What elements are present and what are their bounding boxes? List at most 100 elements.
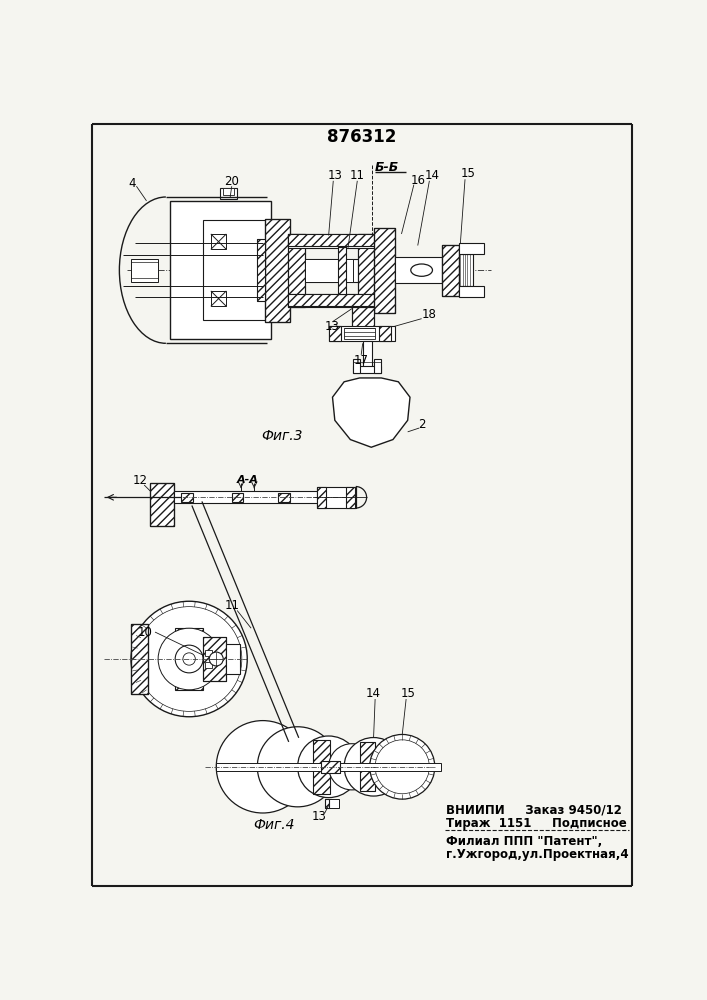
Text: Тираж  1151     Подписное: Тираж 1151 Подписное	[446, 817, 627, 830]
Text: 15: 15	[461, 167, 476, 180]
Text: 10: 10	[138, 626, 153, 639]
Bar	[265, 219, 290, 322]
Bar	[442, 245, 459, 296]
Text: А-А: А-А	[236, 475, 258, 485]
Bar	[374, 359, 380, 373]
Bar	[216, 763, 441, 771]
Text: 20: 20	[224, 175, 239, 188]
Bar	[358, 234, 375, 307]
Bar	[352, 307, 373, 336]
Bar	[288, 234, 375, 248]
Bar	[265, 219, 290, 322]
Circle shape	[131, 601, 247, 717]
Bar	[174, 491, 321, 503]
Bar	[338, 247, 346, 294]
Bar	[131, 624, 148, 694]
Bar	[175, 628, 203, 690]
Circle shape	[370, 734, 435, 799]
Bar	[288, 294, 375, 306]
Text: 18: 18	[421, 308, 436, 321]
Bar	[232, 493, 243, 502]
Bar	[220, 188, 237, 199]
Bar	[379, 326, 392, 341]
Bar	[338, 247, 346, 294]
Bar	[459, 243, 484, 254]
Bar	[321, 761, 340, 773]
Text: 13: 13	[312, 810, 327, 823]
Text: 13: 13	[327, 169, 342, 182]
Bar	[257, 239, 265, 301]
Text: Филиал ППП "Патент",: Филиал ППП "Патент",	[446, 835, 602, 848]
Bar	[373, 228, 395, 313]
Bar	[325, 799, 339, 808]
Text: 14: 14	[366, 687, 381, 700]
Bar	[151, 483, 174, 526]
Text: г.Ужгород,ул.Проектная,4: г.Ужгород,ул.Проектная,4	[446, 848, 629, 861]
Circle shape	[209, 652, 223, 666]
Text: 876312: 876312	[327, 128, 397, 146]
Bar	[442, 245, 459, 296]
Bar	[131, 259, 158, 282]
Bar	[203, 637, 226, 681]
Bar	[305, 259, 354, 282]
Bar	[211, 291, 226, 306]
Bar	[288, 294, 375, 307]
Text: Фиг.4: Фиг.4	[254, 818, 295, 832]
Circle shape	[298, 736, 360, 798]
Bar	[459, 254, 473, 286]
Bar	[354, 359, 360, 373]
Bar	[346, 487, 355, 508]
Bar	[459, 286, 484, 297]
Bar	[223, 188, 234, 195]
Circle shape	[329, 744, 375, 790]
Bar	[204, 650, 212, 656]
Bar	[170, 201, 271, 339]
Bar	[279, 493, 290, 502]
Bar	[203, 220, 271, 320]
Bar	[182, 493, 193, 502]
Bar	[329, 326, 395, 341]
Text: 15: 15	[400, 687, 415, 700]
Bar	[131, 624, 148, 694]
Text: 4: 4	[129, 177, 136, 190]
Text: 2: 2	[418, 418, 426, 431]
Text: 11: 11	[224, 599, 239, 612]
Circle shape	[136, 607, 242, 711]
Bar	[395, 257, 442, 283]
Bar	[257, 239, 265, 301]
Bar	[325, 799, 329, 808]
Bar	[344, 328, 375, 339]
Bar	[354, 366, 380, 373]
Text: 17: 17	[354, 354, 368, 367]
Bar	[317, 487, 356, 508]
Circle shape	[158, 628, 220, 690]
Bar	[352, 307, 373, 336]
Ellipse shape	[411, 264, 433, 276]
Text: 14: 14	[425, 169, 440, 182]
Bar	[321, 761, 340, 773]
Bar	[358, 234, 375, 307]
Bar	[151, 483, 174, 526]
Bar	[204, 662, 212, 668]
Bar	[363, 341, 372, 368]
Bar	[317, 487, 327, 508]
Circle shape	[175, 645, 203, 673]
Bar	[288, 259, 432, 282]
Circle shape	[257, 727, 338, 807]
Bar	[288, 234, 305, 307]
Bar	[360, 742, 375, 791]
Bar	[329, 326, 341, 341]
Text: Б-Б: Б-Б	[375, 161, 399, 174]
Bar	[203, 637, 226, 681]
Text: ВНИИПИ     Заказ 9450/12: ВНИИПИ Заказ 9450/12	[446, 804, 622, 817]
Text: 16: 16	[410, 174, 425, 187]
Circle shape	[375, 740, 429, 794]
Text: Фиг.3: Фиг.3	[262, 429, 303, 443]
Circle shape	[183, 653, 195, 665]
Circle shape	[216, 721, 309, 813]
Bar	[211, 234, 226, 249]
Bar	[226, 644, 240, 674]
Circle shape	[344, 738, 403, 796]
Bar	[288, 234, 375, 246]
Text: 13: 13	[325, 320, 340, 333]
